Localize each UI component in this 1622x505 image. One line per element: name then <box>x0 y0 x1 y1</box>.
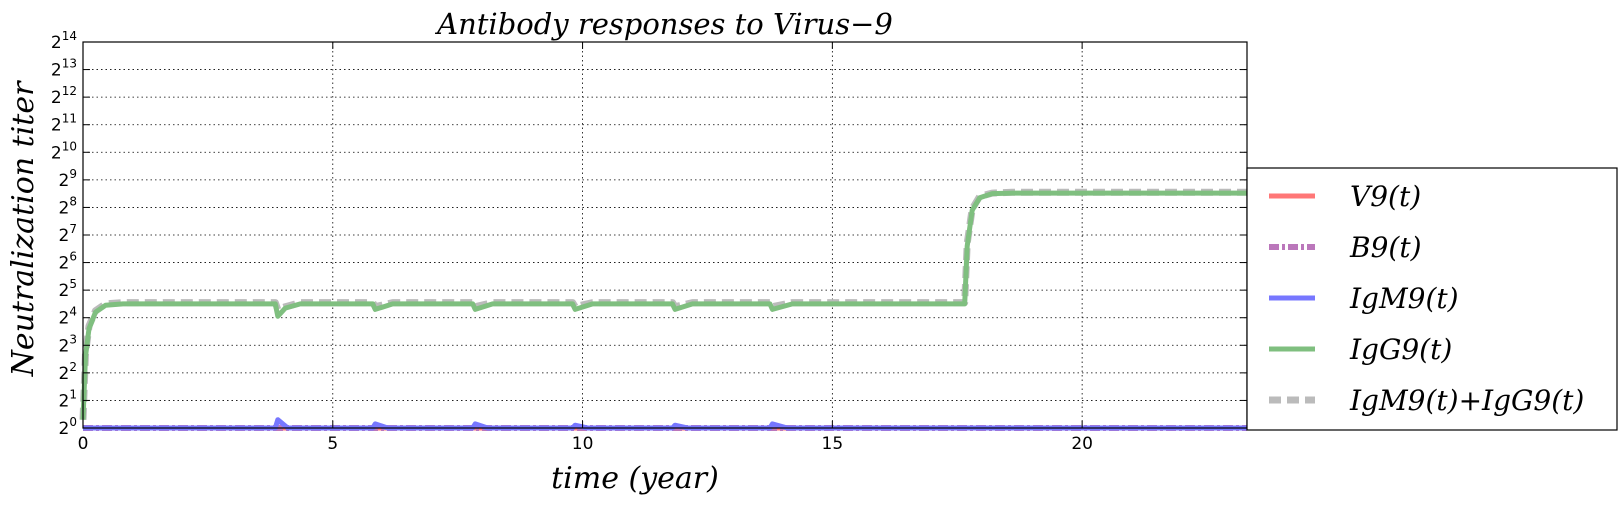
y-axis-label: Neutralization titer <box>6 80 41 378</box>
x-axis-ticks: 0 5 10 15 20 <box>78 42 1093 454</box>
y-tick-label: 211 <box>51 112 77 136</box>
y-tick-label: 213 <box>51 57 77 81</box>
y-tick-label: 21 <box>59 387 77 411</box>
series-line-3 <box>80 190 1247 420</box>
y-tick-label: 27 <box>59 222 77 246</box>
y-tick-label: 214 <box>51 29 77 53</box>
x-axis-label: time (year) <box>551 461 719 496</box>
legend-label-2: IgM9(t) <box>1349 282 1459 315</box>
x-tick-label: 5 <box>327 434 338 454</box>
y-axis-ticks: 20 21 22 23 24 25 26 27 28 29 210 211 212 213 214 <box>51 29 1247 439</box>
y-tick-label: 24 <box>59 305 77 329</box>
x-tick-label: 20 <box>1071 434 1093 454</box>
grid-lines <box>83 42 1247 428</box>
chart-title: Antibody responses to Virus−9 <box>434 7 893 41</box>
x-tick-label: 15 <box>822 434 844 454</box>
y-tick-label: 25 <box>59 277 77 301</box>
legend-label-4: IgM9(t)+IgG9(t) <box>1349 384 1584 417</box>
y-tick-label: 22 <box>59 360 77 384</box>
y-tick-label: 28 <box>59 194 77 218</box>
x-tick-label: 0 <box>78 434 89 454</box>
legend-label-1: B9(t) <box>1349 231 1422 264</box>
y-tick-label: 212 <box>51 84 77 108</box>
y-tick-label: 23 <box>59 332 77 356</box>
legend: V9(t) B9(t) IgM9(t) IgG9(t) IgM9(t)+IgG9(t) <box>1246 167 1618 431</box>
legend-label-0: V9(t) <box>1350 180 1421 213</box>
y-tick-label: 210 <box>51 139 77 163</box>
legend-label-3: IgG9(t) <box>1349 333 1452 366</box>
series-line-2 <box>83 417 1247 431</box>
y-tick-label: 20 <box>59 415 77 439</box>
series-layer <box>79 188 1247 431</box>
y-tick-label: 26 <box>59 250 77 274</box>
y-tick-label: 29 <box>59 167 77 191</box>
x-tick-label: 10 <box>572 434 594 454</box>
